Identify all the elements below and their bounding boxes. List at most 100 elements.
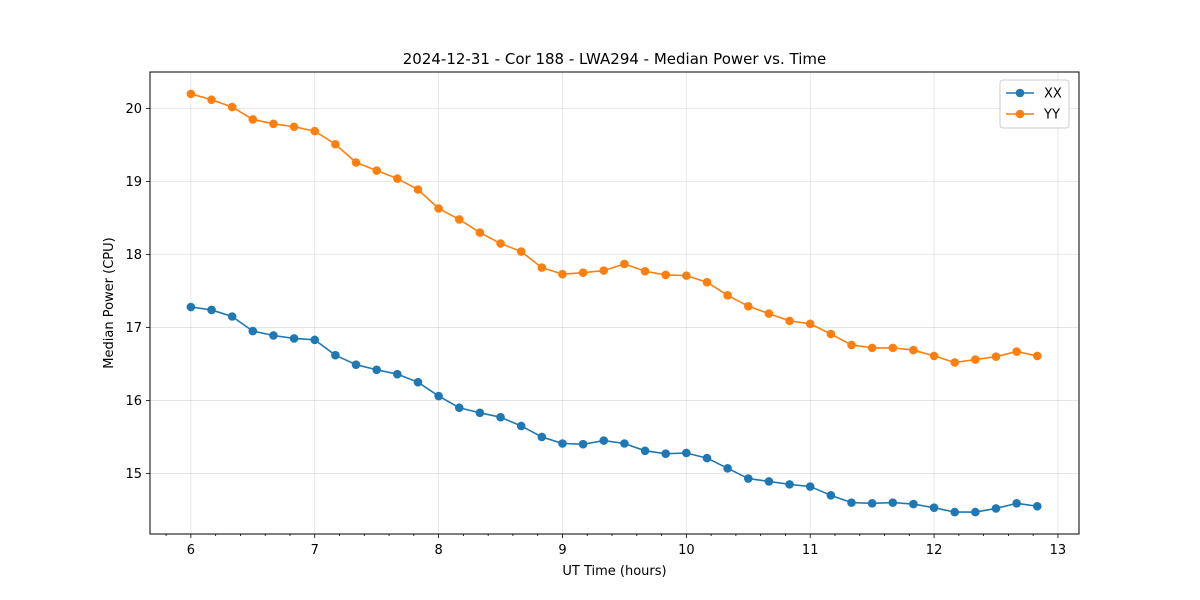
data-point-xx [351,360,361,369]
data-point-yy [578,268,588,278]
axis-ticks: 6 7 8 9 10 11 12 13 15 16 17 18 19 20 [125,102,1066,558]
data-point-xx [991,504,1001,513]
data-point-xx [558,439,567,448]
series-yy [186,89,1042,367]
data-point-xx [310,335,320,345]
data-point-yy [950,358,960,367]
data-point-yy [1032,351,1042,361]
data-point-xx [516,421,526,431]
data-point-xx [496,412,505,422]
data-point-yy [599,266,609,275]
data-point-xx [805,482,815,491]
data-point-yy [991,352,1001,361]
data-point-xx [620,439,629,448]
data-point-xx [372,365,381,375]
data-point-xx [434,391,443,401]
data-point-yy [620,259,629,269]
data-point-xx [1032,501,1042,511]
data-point-yy [227,102,237,112]
data-point-xx [1012,499,1021,508]
data-point-yy [207,95,216,105]
data-point-xx [867,499,877,508]
x-tick-label: 9 [558,543,566,558]
x-tick-label: 6 [187,543,195,558]
y-tick-label: 19 [125,175,142,190]
data-point-xx [248,326,258,336]
y-tick-label: 17 [125,321,142,336]
data-point-xx [599,436,609,445]
data-point-yy [454,215,464,224]
data-point-yy [929,351,939,361]
data-point-xx [764,477,774,486]
data-point-yy [805,319,815,329]
data-point-yy [289,122,299,132]
data-point-xx [847,498,856,507]
grid [150,72,1079,534]
data-point-xx [971,507,980,517]
series-layer [186,89,1042,517]
x-tick-label: 11 [802,543,819,558]
y-tick-label: 20 [125,102,142,117]
data-point-xx [207,305,216,315]
data-point-yy [723,291,732,300]
legend-label-yy: YY [1043,108,1060,123]
data-point-yy [331,139,340,149]
data-point-yy [682,271,691,280]
legend: XX YY [999,79,1070,129]
data-point-yy [537,263,547,272]
data-point-xx [950,507,960,517]
data-point-yy [888,343,898,353]
data-point-yy [764,309,774,318]
legend-marker-yy [1015,109,1025,119]
data-point-yy [743,301,753,311]
legend-marker-xx [1015,88,1025,98]
data-point-yy [434,204,443,213]
data-point-yy [1012,347,1021,356]
data-point-yy [867,343,877,353]
data-point-xx [289,334,299,343]
data-point-yy [847,340,856,350]
data-point-yy [785,316,794,326]
data-point-xx [826,491,836,500]
data-point-xx [661,449,670,459]
data-point-yy [372,166,381,175]
y-axis-label: Median Power (CPU) [102,237,117,368]
y-tick-label: 18 [125,248,142,263]
data-point-xx [331,350,340,360]
data-point-yy [702,277,712,287]
data-point-xx [702,453,712,463]
data-point-yy [393,174,402,183]
data-point-xx [227,312,237,321]
x-axis-label: UT Time (hours) [562,564,666,579]
data-point-xx [269,331,278,340]
data-point-xx [537,432,547,442]
data-point-yy [496,239,505,248]
data-point-yy [640,266,650,276]
data-point-xx [475,408,485,418]
data-point-xx [723,464,732,473]
data-point-yy [826,329,836,339]
data-point-xx [888,498,898,507]
data-point-xx [578,439,588,449]
data-point-yy [909,345,918,355]
data-point-yy [351,158,361,167]
data-point-yy [248,115,258,124]
plot-frame [149,71,1080,535]
data-point-yy [269,119,278,129]
chart-title: 2024-12-31 - Cor 188 - LWA294 - Median P… [403,50,827,68]
data-point-yy [558,269,567,279]
data-point-yy [475,228,485,237]
data-point-xx [929,503,939,513]
data-point-yy [413,185,423,194]
x-tick-label: 13 [1050,543,1067,558]
data-point-xx [454,403,464,413]
x-tick-label: 7 [311,543,319,558]
data-point-xx [909,499,918,509]
series-xx [186,302,1042,517]
data-point-xx [413,377,423,387]
legend-label-xx: XX [1044,87,1062,102]
x-tick-label: 10 [678,543,695,558]
data-point-yy [661,270,670,280]
data-point-yy [310,126,320,136]
